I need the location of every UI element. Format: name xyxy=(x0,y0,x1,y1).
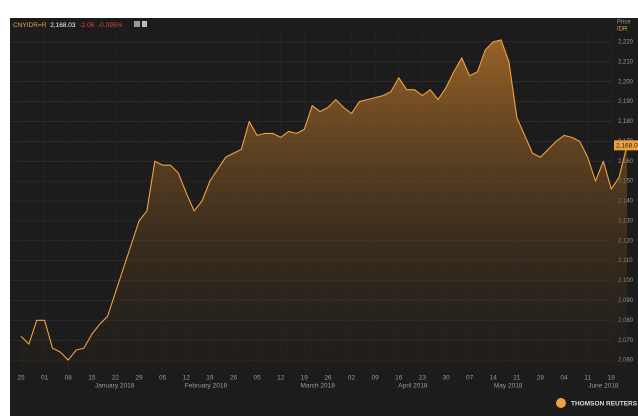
x-tick-label: 04 xyxy=(560,375,568,382)
x-tick-label: 05 xyxy=(253,375,261,382)
x-tick-label: 22 xyxy=(112,375,120,382)
y-tick-label: 2,210 xyxy=(618,59,634,65)
y-tick-label: 2,220 xyxy=(618,40,634,46)
x-tick-label: 25 xyxy=(17,375,25,382)
ticker: CNYIDR=R xyxy=(13,22,47,29)
x-tick-label: 28 xyxy=(537,375,545,382)
price: 2,168.03 xyxy=(50,22,76,29)
area-fill xyxy=(21,39,627,370)
icon[interactable] xyxy=(134,21,140,27)
change: -2.06 xyxy=(79,22,94,29)
x-tick-label: 05 xyxy=(159,375,167,382)
y-tick-label: 2,190 xyxy=(618,99,634,105)
x-tick-label: 11 xyxy=(584,375,591,382)
x-tick-label: 26 xyxy=(324,375,332,382)
month-label: February 2018 xyxy=(185,383,228,390)
x-tick-label: 23 xyxy=(419,375,427,382)
x-tick-label: 07 xyxy=(466,375,474,382)
x-tick-label: 19 xyxy=(301,375,309,382)
source: THOMSON REUTERS xyxy=(571,401,638,408)
header: CNYIDR=R 2,168.03 -2.06 -0.095% xyxy=(13,22,122,29)
change-pct: -0.095% xyxy=(98,22,122,29)
logo xyxy=(556,398,566,408)
plot: 2,0602,0702,0802,0902,1002,1102,1202,130… xyxy=(10,32,638,390)
price-tag xyxy=(614,140,638,151)
x-tick-label: 21 xyxy=(513,375,521,382)
month-label: April 2018 xyxy=(398,383,428,390)
x-tick-label: 14 xyxy=(490,375,498,382)
x-tick-label: 02 xyxy=(348,375,356,382)
x-tick-label: 16 xyxy=(395,375,403,382)
x-tick-label: 01 xyxy=(41,375,49,382)
icon[interactable] xyxy=(142,21,147,27)
y-axis-label: Price xyxy=(617,20,631,26)
x-tick-label: 19 xyxy=(206,375,214,382)
x-tick-label: 29 xyxy=(135,375,143,382)
price-tag-label: 2,168.03 xyxy=(616,143,638,150)
price-line xyxy=(20,39,628,361)
x-tick-label: 09 xyxy=(372,375,380,382)
month-label: January 2018 xyxy=(95,383,135,390)
x-tick-label: 12 xyxy=(183,375,191,382)
month-label: March 2018 xyxy=(301,383,336,390)
month-label: June 2018 xyxy=(588,383,619,390)
month-label: May 2018 xyxy=(494,383,523,390)
y-axis-unit: IDR xyxy=(617,27,628,33)
x-tick-label: 12 xyxy=(277,375,285,382)
x-tick-label: 15 xyxy=(88,375,96,382)
x-tick-label: 30 xyxy=(442,375,450,382)
x-tick-label: 26 xyxy=(230,375,238,382)
y-tick-label: 2,180 xyxy=(618,119,634,125)
x-tick-label: 18 xyxy=(608,375,616,382)
x-tick-label: 08 xyxy=(65,375,73,382)
y-tick-label: 2,200 xyxy=(618,79,634,85)
